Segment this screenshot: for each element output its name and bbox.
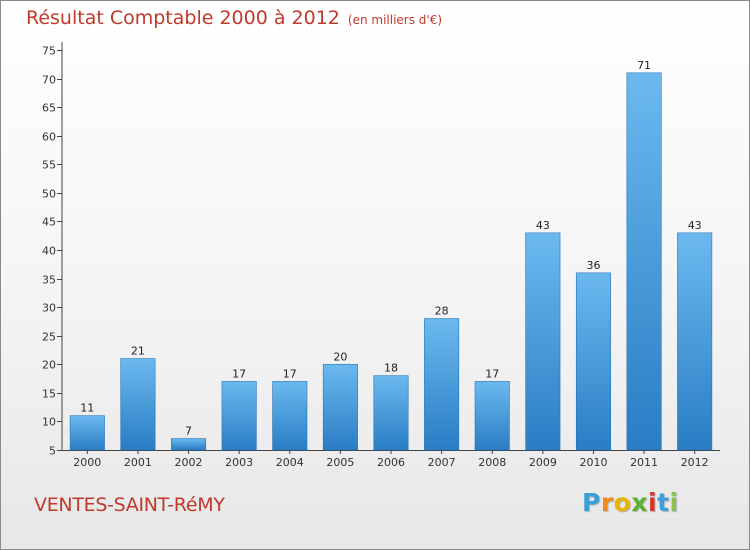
y-tick-label: 10 [42,416,56,429]
commune-name: VENTES-SAINT-RéMY [34,494,225,516]
logo-letter: r [600,488,614,517]
x-tick-label: 2002 [175,456,203,469]
chart-unit: (en milliers d'€) [347,13,443,27]
bar [120,358,156,451]
y-tick-label: 70 [42,74,56,87]
y-tick-label: 55 [42,159,56,172]
y-tick-label: 50 [42,188,56,201]
x-tick-label: 2005 [326,456,354,469]
bar [221,381,257,451]
chart-title: Résultat Comptable 2000 à 2012 (en millie… [26,7,442,29]
x-tick-label: 2011 [630,456,658,469]
logo-letter: i [669,488,679,517]
bar-value-label: 18 [384,362,398,375]
bar-value-label: 17 [485,367,499,380]
y-tick-label: 65 [42,102,56,115]
bar [424,318,460,451]
bar-value-label: 43 [536,219,550,232]
bar [525,232,561,451]
bar-value-label: 11 [80,402,94,415]
y-tick-label: 15 [42,388,56,401]
bar-value-label: 21 [131,345,145,358]
x-tick-label: 2006 [377,456,405,469]
proxiti-logo: Proxiti [582,488,679,517]
y-tick-label: 20 [42,359,56,372]
y-tick-label: 60 [42,131,56,144]
x-tick-label: 2004 [276,456,304,469]
bar-value-label: 43 [688,219,702,232]
y-tick-label: 30 [42,302,56,315]
bar [272,381,308,451]
logo-letter: P [582,488,601,517]
chart-title-text: Résultat Comptable 2000 à 2012 [26,7,340,29]
x-tick-label: 2008 [478,456,506,469]
bar-value-label: 28 [435,305,449,318]
bar [677,232,713,451]
bar-value-label: 20 [333,350,347,363]
y-tick-label: 45 [42,216,56,229]
bar [171,438,207,451]
y-tick-label: 25 [42,331,56,344]
bar-value-label: 7 [185,425,192,438]
bar-value-label: 71 [637,59,651,72]
logo-letter: t [657,488,670,517]
bar [373,375,409,451]
bar [69,415,105,451]
y-tick-label: 40 [42,245,56,258]
x-tick-label: 2009 [529,456,557,469]
x-tick-label: 2000 [73,456,101,469]
bar-value-label: 17 [232,367,246,380]
x-tick-label: 2001 [124,456,152,469]
logo-letter: i [648,488,658,517]
y-tick-label: 5 [49,445,56,458]
x-tick-label: 2007 [428,456,456,469]
x-tick-label: 2012 [681,456,709,469]
x-tick-label: 2003 [225,456,253,469]
logo-letter: o [613,488,632,517]
bar [322,363,358,451]
bar [575,272,611,451]
bar [474,381,510,451]
bar-value-label: 17 [283,367,297,380]
bar-value-label: 36 [586,259,600,272]
y-tick-label: 35 [42,274,56,287]
y-tick-label: 75 [42,45,56,58]
bar [626,72,662,451]
x-tick-label: 2010 [579,456,607,469]
logo-letter: x [631,488,648,517]
